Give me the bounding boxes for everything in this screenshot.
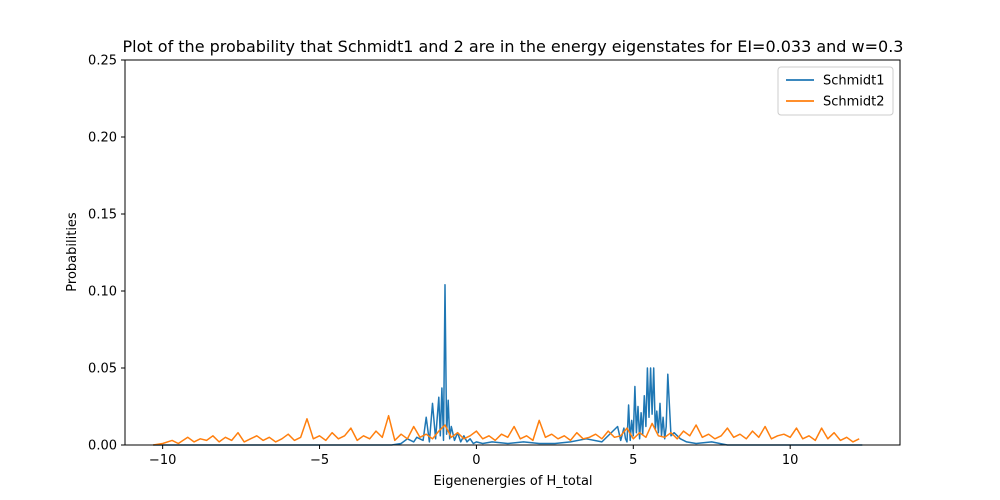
legend-label-schmidt1: Schmidt1 (823, 74, 885, 89)
legend-label-schmidt2: Schmidt2 (823, 95, 885, 110)
y-tick-label: 0.05 (88, 362, 117, 377)
y-axis-label: Probabilities (65, 212, 80, 292)
series-line-schmidt2 (153, 414, 860, 446)
y-tick-label: 0.25 (88, 54, 117, 69)
plot-background (125, 60, 900, 445)
axes-layer: −10 −5 0 5 10 0.00 0.05 0.10 0.15 0.20 0.25 (88, 54, 901, 468)
chart-title: Plot of the probability that Schmidt1 an… (123, 37, 904, 56)
x-tick-label: −10 (149, 453, 176, 468)
axes-frame (124, 59, 901, 446)
x-tick-label: 10 (782, 453, 799, 468)
x-tick-label: 0 (472, 453, 480, 468)
y-tick-label: 0.10 (88, 285, 117, 300)
y-tick-label: 0.00 (88, 439, 117, 454)
x-tick-label: 5 (629, 453, 637, 468)
plot-area (125, 60, 900, 445)
legend-box (777, 66, 894, 116)
y-tick-label: 0.15 (88, 208, 117, 223)
y-tick-label: 0.20 (88, 131, 117, 146)
series-layer (153, 284, 863, 446)
legend: Schmidt1 Schmidt2 (777, 66, 894, 116)
x-axis-label: Eigenenergies of H_total (433, 474, 592, 489)
x-tick-label: −5 (310, 453, 329, 468)
